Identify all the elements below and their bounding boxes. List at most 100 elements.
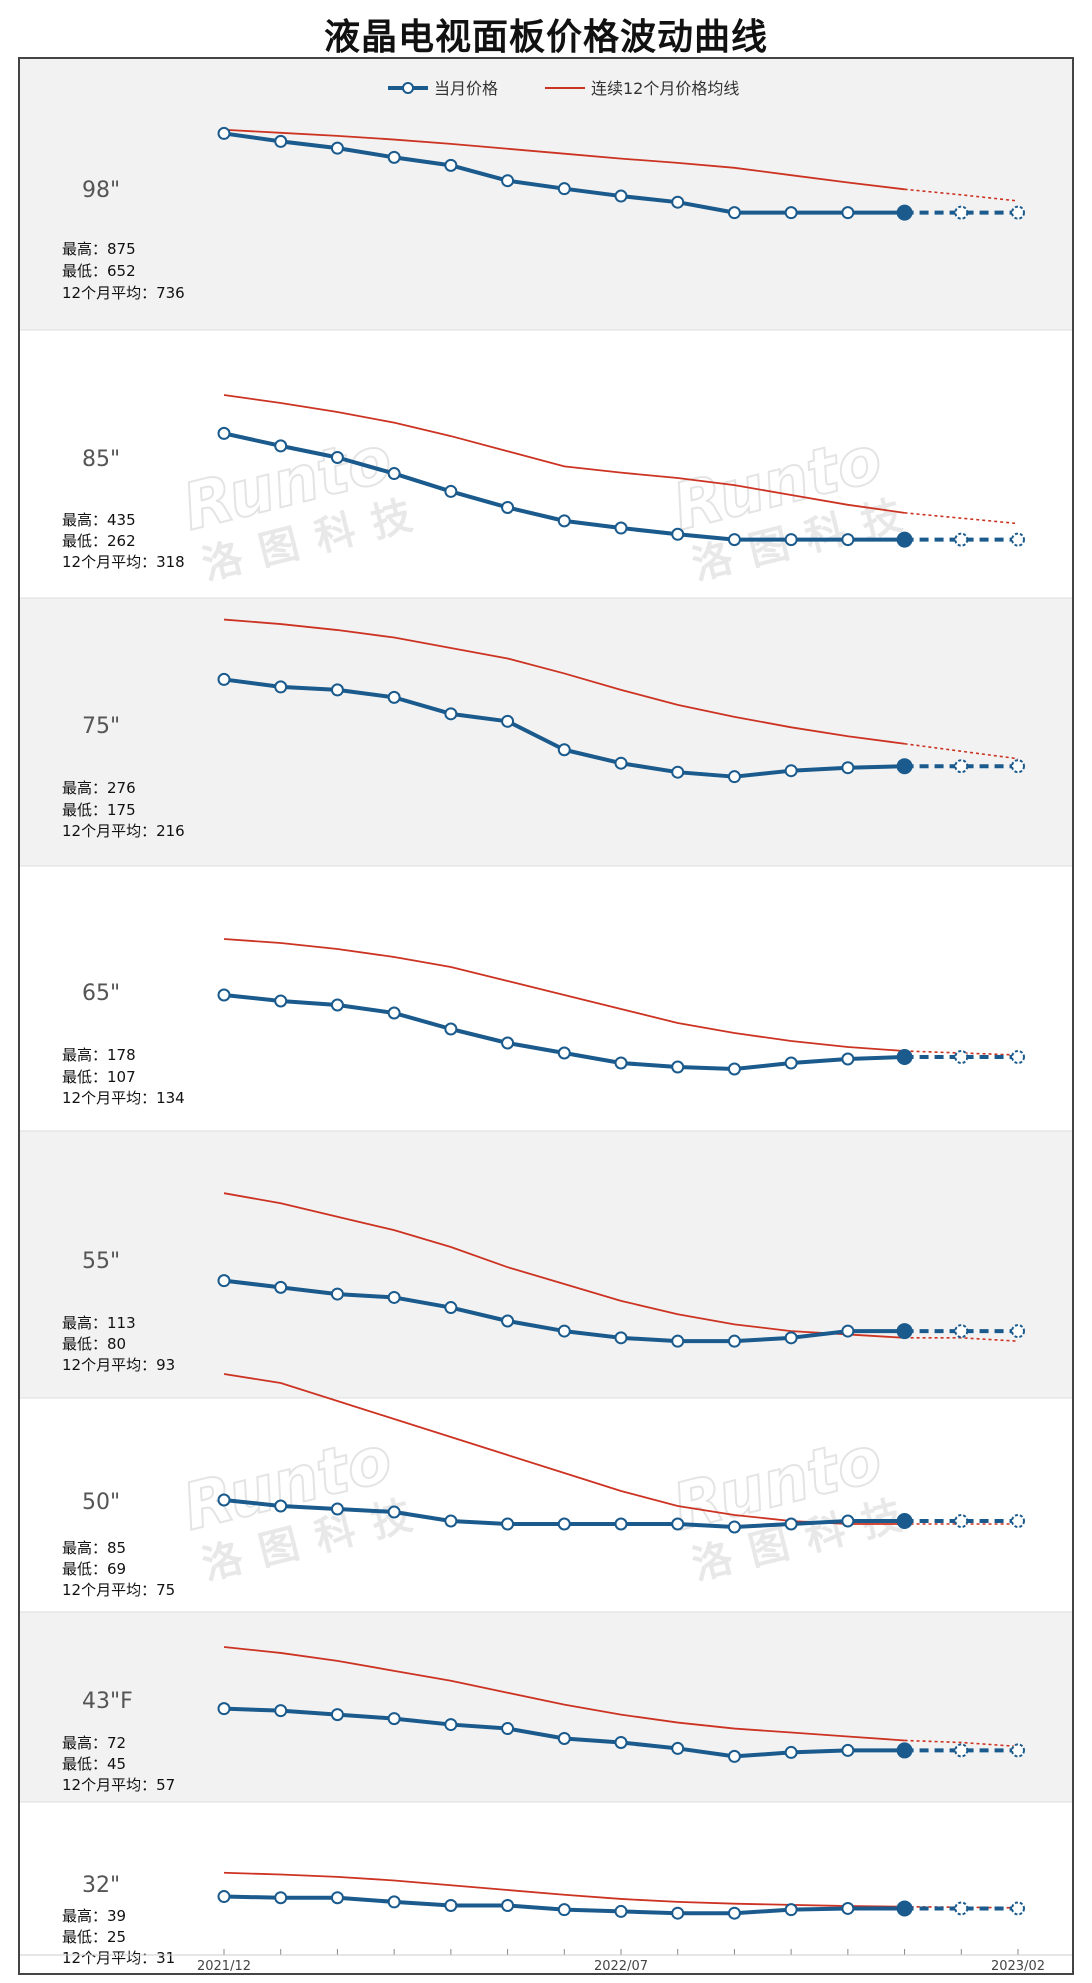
panel-size-label: 98" (82, 178, 120, 203)
current-price-latest-point (896, 1049, 913, 1065)
panel-stat-avg: 12个月平均：31 (62, 1949, 175, 1967)
current-price-point (841, 1514, 855, 1528)
current-price-point (557, 1731, 571, 1745)
current-price-point (274, 1499, 288, 1513)
panel-bands (20, 59, 1072, 1973)
current-price-point (444, 1022, 458, 1036)
current-price-point (727, 1334, 741, 1348)
panel-stat-max: 最高：72 (62, 1734, 126, 1752)
current-price-point (841, 1052, 855, 1066)
current-price-point (330, 1287, 344, 1301)
current-price-point (614, 1904, 628, 1918)
current-price-point (444, 158, 458, 172)
panel-stat-max: 最高：435 (62, 511, 136, 529)
panel-stat-max: 最高：276 (62, 779, 136, 797)
panel-stat-max: 最高：875 (62, 240, 136, 258)
panel-stat-avg: 12个月平均：216 (62, 822, 185, 840)
current-price-point (274, 1891, 288, 1905)
panel: 43"F 最高：72 最低：45 12个月平均：57 (62, 1646, 1025, 1794)
current-price-point (671, 1906, 685, 1920)
current-price-point (557, 743, 571, 757)
current-price-forecast-point (954, 1901, 969, 1916)
current-price-forecast-point (954, 532, 969, 547)
current-price-point (614, 521, 628, 535)
current-price-point (727, 1906, 741, 1920)
current-price-point (330, 1502, 344, 1516)
avg12-line (223, 1646, 905, 1742)
panel-stat-min: 最低：25 (62, 1928, 126, 1946)
current-price-point (727, 770, 741, 784)
panel-size-label: 32" (82, 1873, 120, 1898)
current-price-point (387, 467, 401, 481)
avg12-forecast-line (904, 742, 1019, 760)
current-price-point (217, 126, 231, 140)
current-price-point (217, 426, 231, 440)
panel-stat-avg: 12个月平均：57 (62, 1776, 175, 1794)
current-price-point (501, 1722, 515, 1736)
panel: 98" 最高：875 最低：652 12个月平均：736 (62, 126, 1025, 302)
current-price-point (841, 1324, 855, 1338)
panel-size-label: 75" (82, 714, 120, 739)
current-price-point (274, 1280, 288, 1294)
panel: 50" 最高：85 最低：69 12个月平均：75 (62, 1373, 1025, 1599)
panel-stat-avg: 12个月平均：736 (62, 284, 185, 302)
page-title: 液晶电视面板价格波动曲线 (323, 17, 768, 58)
x-tick-label: 2021/12 (197, 1959, 251, 1974)
current-price-point (727, 206, 741, 220)
current-price-forecast-point (954, 1050, 969, 1064)
panel-size-label: 85" (82, 447, 120, 472)
current-price-point (727, 1520, 741, 1534)
current-price-point (671, 765, 685, 779)
current-price-point (274, 994, 288, 1008)
current-price-point (614, 1735, 628, 1749)
current-price-point (444, 1301, 458, 1315)
current-price-point (444, 1718, 458, 1732)
panel-stat-min: 最低：45 (62, 1755, 126, 1773)
current-price-point (444, 1898, 458, 1912)
current-price-point (387, 1895, 401, 1909)
current-price-point (274, 680, 288, 694)
current-price-point (671, 1517, 685, 1531)
current-price-point (387, 1290, 401, 1304)
x-tick-label: 2023/02 (991, 1959, 1045, 1974)
panel-band (20, 1612, 1072, 1802)
current-price-point (387, 690, 401, 704)
current-price-point (841, 1901, 855, 1915)
current-price-forecast-point (1011, 1514, 1025, 1528)
panel-stat-max: 最高：39 (62, 1907, 126, 1925)
panels: 98" 最高：875 最低：652 12个月平均：736 85" 最高：435 最低：262… (62, 126, 1025, 1967)
panel-size-label: 65" (82, 981, 120, 1006)
panel-band (20, 1802, 1072, 1973)
panel: 32" 最高：39 最低：25 12个月平均：31 (62, 1871, 1025, 1967)
current-price-forecast-point (1011, 1050, 1025, 1064)
current-price-point (784, 206, 798, 220)
current-price-point (671, 1334, 685, 1348)
current-price-latest-point (896, 531, 913, 548)
current-price-point (217, 1890, 231, 1904)
current-price-point (557, 1517, 571, 1531)
current-price-point (841, 533, 855, 547)
current-price-point (784, 1745, 798, 1759)
current-price-point (217, 1274, 231, 1288)
current-price-latest-point (896, 1513, 913, 1529)
current-price-point (330, 1891, 344, 1905)
panel-stat-avg: 12个月平均：134 (62, 1089, 185, 1107)
current-price-forecast-point (954, 205, 969, 220)
current-price-point (557, 1046, 571, 1060)
current-price-point (274, 1704, 288, 1718)
panel-stat-min: 最低：80 (62, 1335, 126, 1353)
current-price-point (671, 1741, 685, 1755)
current-price-point (784, 764, 798, 778)
chart-frame (18, 57, 1074, 1975)
avg12-forecast-line (904, 188, 1019, 202)
current-price-point (557, 514, 571, 528)
avg12-forecast-line (904, 1337, 1019, 1342)
current-price-point (557, 182, 571, 196)
current-price-point (387, 1006, 401, 1020)
current-price-point (217, 672, 231, 686)
panel: 65" 最高：178 最低：107 12个月平均：134 (62, 938, 1025, 1107)
current-price-point (501, 1898, 515, 1912)
current-price-point (387, 150, 401, 164)
current-price-point (841, 206, 855, 220)
